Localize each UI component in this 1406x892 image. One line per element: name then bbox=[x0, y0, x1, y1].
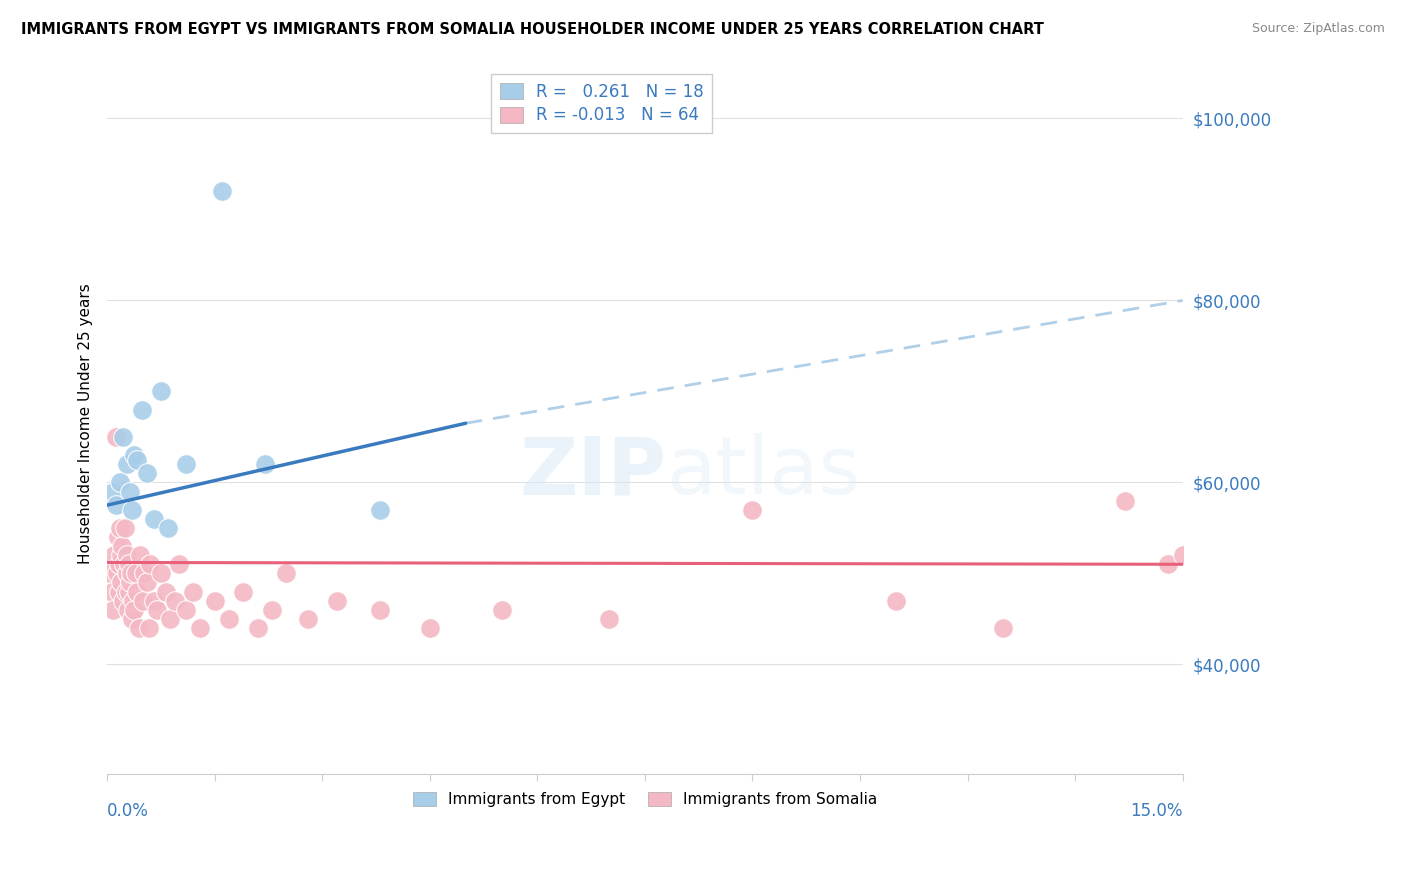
Point bbox=[124, 448, 146, 462]
Point bbox=[108, 521, 131, 535]
Point bbox=[157, 521, 180, 535]
Point bbox=[232, 584, 254, 599]
Point bbox=[120, 566, 142, 581]
Point bbox=[155, 584, 177, 599]
Point bbox=[1114, 493, 1136, 508]
Point bbox=[204, 593, 226, 607]
Point bbox=[121, 502, 143, 516]
Point bbox=[131, 402, 153, 417]
Point bbox=[114, 584, 136, 599]
Point bbox=[174, 603, 197, 617]
Point bbox=[368, 603, 391, 617]
Point bbox=[297, 612, 319, 626]
Point bbox=[884, 593, 907, 607]
Point bbox=[104, 430, 127, 444]
Point bbox=[491, 603, 513, 617]
Point bbox=[218, 612, 240, 626]
Point bbox=[103, 548, 125, 562]
Point bbox=[115, 566, 138, 581]
Point bbox=[211, 184, 233, 198]
Point bbox=[107, 530, 129, 544]
Point bbox=[114, 521, 136, 535]
Point bbox=[1171, 548, 1194, 562]
Point bbox=[132, 593, 155, 607]
Point bbox=[118, 558, 141, 572]
Text: 0.0%: 0.0% bbox=[107, 802, 149, 820]
Point bbox=[138, 621, 160, 635]
Y-axis label: Householder Income Under 25 years: Householder Income Under 25 years bbox=[79, 283, 93, 564]
Point bbox=[598, 612, 620, 626]
Point bbox=[121, 612, 143, 626]
Point bbox=[118, 584, 141, 599]
Point bbox=[139, 558, 162, 572]
Point bbox=[135, 467, 157, 481]
Point bbox=[105, 566, 128, 581]
Point bbox=[993, 621, 1015, 635]
Point bbox=[110, 548, 132, 562]
Text: Source: ZipAtlas.com: Source: ZipAtlas.com bbox=[1251, 22, 1385, 36]
Point bbox=[165, 593, 187, 607]
Point bbox=[134, 566, 156, 581]
Point bbox=[127, 452, 149, 467]
Text: atlas: atlas bbox=[666, 434, 860, 511]
Point bbox=[262, 603, 284, 617]
Point bbox=[117, 603, 139, 617]
Point bbox=[741, 502, 763, 516]
Point bbox=[111, 430, 134, 444]
Point bbox=[129, 548, 152, 562]
Point bbox=[101, 484, 124, 499]
Point bbox=[190, 621, 212, 635]
Point bbox=[181, 584, 204, 599]
Point bbox=[167, 558, 190, 572]
Text: IMMIGRANTS FROM EGYPT VS IMMIGRANTS FROM SOMALIA HOUSEHOLDER INCOME UNDER 25 YEA: IMMIGRANTS FROM EGYPT VS IMMIGRANTS FROM… bbox=[21, 22, 1045, 37]
Point bbox=[120, 484, 142, 499]
Point bbox=[120, 575, 142, 590]
Point bbox=[368, 502, 391, 516]
Point bbox=[111, 593, 134, 607]
Point bbox=[146, 603, 169, 617]
Point bbox=[276, 566, 298, 581]
Text: 15.0%: 15.0% bbox=[1130, 802, 1182, 820]
Point bbox=[149, 384, 172, 399]
Point bbox=[110, 575, 132, 590]
Point bbox=[174, 457, 197, 471]
Point bbox=[128, 621, 150, 635]
Point bbox=[127, 584, 149, 599]
Point bbox=[1157, 558, 1180, 572]
Point bbox=[325, 593, 347, 607]
Point bbox=[246, 621, 269, 635]
Text: ZIP: ZIP bbox=[519, 434, 666, 511]
Point bbox=[111, 539, 134, 553]
Point bbox=[135, 575, 157, 590]
Point bbox=[115, 548, 138, 562]
Point bbox=[253, 457, 276, 471]
Point bbox=[108, 584, 131, 599]
Point bbox=[101, 603, 124, 617]
Point bbox=[419, 621, 441, 635]
Point bbox=[107, 558, 129, 572]
Point bbox=[112, 558, 135, 572]
Point bbox=[101, 584, 124, 599]
Point bbox=[108, 475, 131, 490]
Legend: Immigrants from Egypt, Immigrants from Somalia: Immigrants from Egypt, Immigrants from S… bbox=[405, 784, 884, 815]
Point bbox=[125, 566, 148, 581]
Point bbox=[159, 612, 181, 626]
Point bbox=[142, 593, 165, 607]
Point bbox=[149, 566, 172, 581]
Point bbox=[98, 566, 121, 581]
Point bbox=[115, 457, 138, 471]
Point bbox=[104, 498, 127, 512]
Point bbox=[122, 593, 145, 607]
Point bbox=[124, 603, 146, 617]
Point bbox=[142, 512, 165, 526]
